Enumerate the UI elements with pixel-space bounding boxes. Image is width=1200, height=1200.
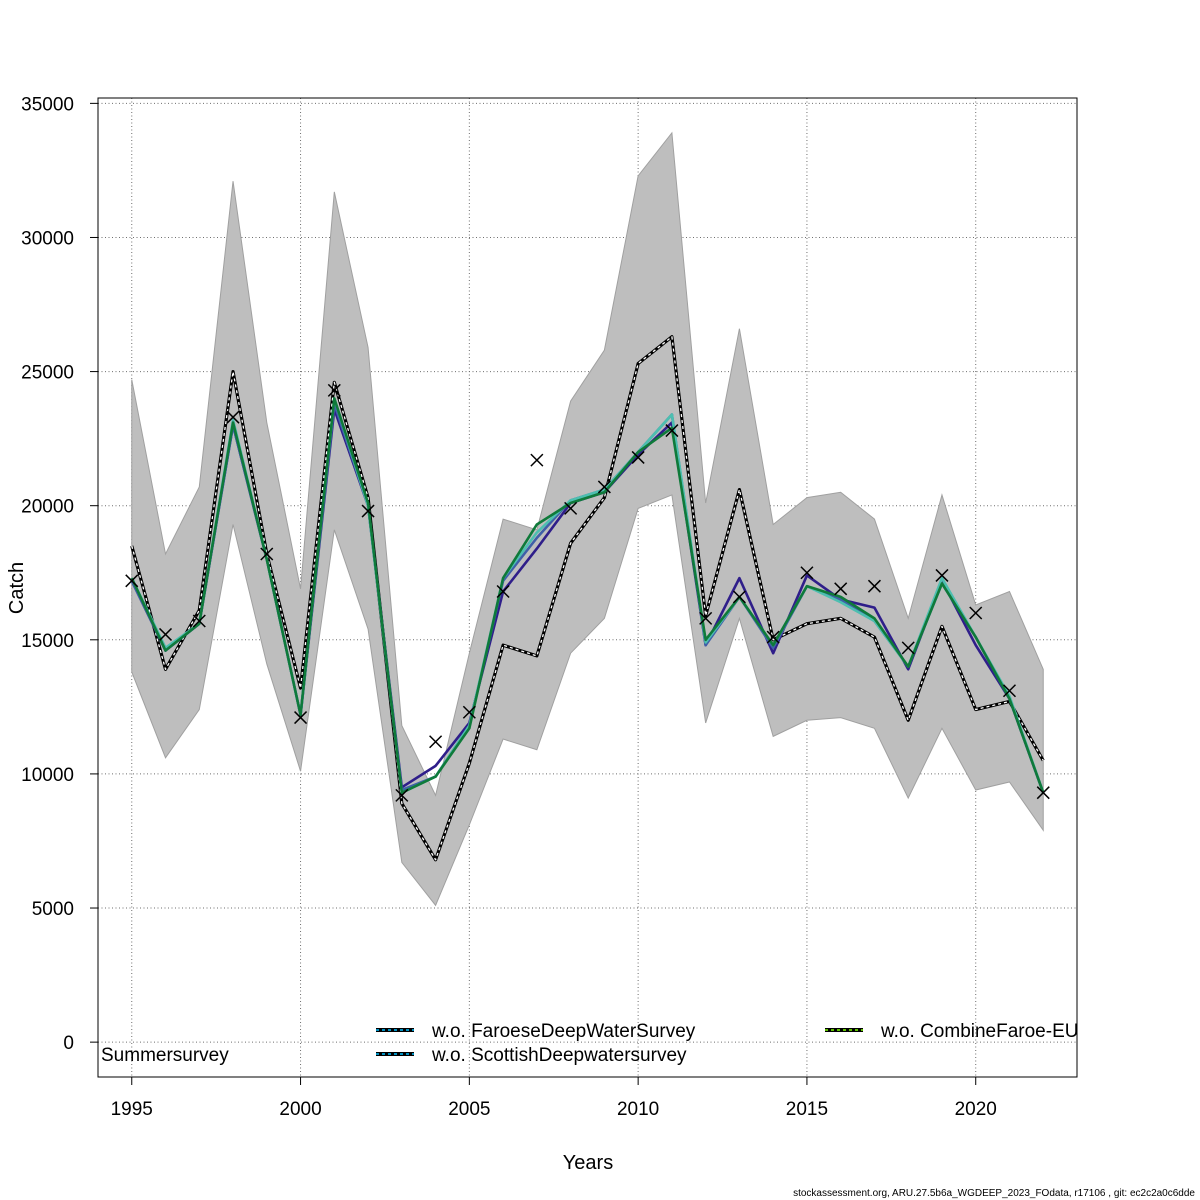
plot-frame	[97, 97, 1078, 1078]
x-tick-label-4: 2015	[786, 1099, 828, 1120]
observation-point-3	[226, 410, 240, 424]
x-tick-label-1: 2000	[279, 1099, 321, 1120]
observation-stroke-b-9	[429, 735, 443, 749]
observation-stroke-b-26	[1002, 684, 1017, 698]
observation-point-7	[361, 504, 375, 518]
observation-stroke-b-11	[496, 584, 510, 599]
observation-stroke-b-8	[395, 788, 409, 802]
footer-credit: stockassessment.org, ARU.27.5b6a_WGDEEP_…	[793, 1188, 1195, 1199]
observation-stroke-b-2	[192, 614, 206, 628]
annotation-label: Summersurvey	[101, 1045, 229, 1066]
observation-point-16	[665, 424, 679, 438]
observation-point-1	[158, 627, 173, 641]
observation-stroke-b-17	[699, 611, 713, 625]
observation-point-14	[597, 480, 611, 494]
observation-point-13	[564, 501, 578, 515]
observation-stroke-b-16	[665, 424, 679, 438]
observation-stroke-b-3	[226, 410, 240, 424]
observation-stroke-b-25	[969, 606, 983, 620]
observation-stroke-b-22	[867, 579, 881, 593]
observation-point-17	[699, 611, 713, 625]
legend-label-combine: w.o. CombineFaroe-EU	[880, 1021, 1078, 1042]
legend-label-scottish: w.o. ScottishDeepwatersurvey	[431, 1045, 687, 1066]
observation-point-19	[766, 630, 780, 644]
series-line-4	[130, 397, 1045, 794]
observation-point-6	[327, 383, 341, 397]
y-tick-label-1: 5000	[32, 899, 74, 920]
x-tick-label-2: 2005	[448, 1099, 490, 1120]
legend-item-combine: w.o. CombineFaroe-EU	[825, 1021, 1078, 1042]
legend-item-faroese: w.o. FaroeseDeepWaterSurvey	[376, 1021, 696, 1042]
y-tick-label-6: 30000	[21, 228, 74, 249]
observation-point-12	[530, 453, 544, 467]
series-layer	[130, 335, 1045, 862]
x-axis: 1995 2000 2005 2010 2015 2020	[111, 1077, 997, 1120]
observation-stroke-b-14	[597, 480, 611, 494]
observation-point-22	[867, 579, 881, 593]
observation-point-27	[1036, 786, 1050, 800]
observation-stroke-b-7	[361, 504, 375, 518]
observation-stroke-b-6	[327, 383, 341, 397]
observation-stroke-b-21	[834, 582, 848, 596]
observation-stroke-b-0	[125, 574, 139, 588]
series-line-0-dash	[131, 336, 1044, 861]
observation-stroke-b-19	[766, 630, 780, 644]
x-tick-label-3: 2010	[617, 1099, 659, 1120]
observation-point-26	[1002, 684, 1017, 698]
observation-point-24	[935, 568, 949, 582]
observation-stroke-b-18	[732, 590, 746, 604]
observation-stroke-b-1	[158, 627, 173, 641]
observation-stroke-b-12	[530, 453, 544, 467]
y-tick-label-2: 10000	[21, 765, 74, 786]
observation-point-2	[192, 614, 206, 628]
observation-point-5	[294, 711, 308, 725]
legend-label-faroese: w.o. FaroeseDeepWaterSurvey	[431, 1021, 696, 1042]
observation-layer	[125, 383, 1050, 802]
y-axis-title: Catch	[6, 562, 28, 614]
y-axis: 0 5000 10000 15000 20000 25000 30000 35000	[21, 94, 98, 1054]
observation-stroke-b-13	[564, 501, 578, 515]
observation-point-25	[969, 606, 983, 620]
observation-point-23	[901, 641, 915, 655]
observation-stroke-b-20	[800, 566, 814, 580]
observation-point-8	[395, 788, 409, 802]
y-tick-label-4: 20000	[21, 497, 74, 518]
observation-point-9	[429, 735, 443, 749]
observation-stroke-b-24	[935, 568, 949, 582]
legend-item-scottish: w.o. ScottishDeepwatersurvey	[376, 1045, 687, 1066]
legend: w.o. FaroeseDeepWaterSurvey w.o. Scottis…	[376, 1021, 1078, 1066]
x-tick-label-0: 1995	[111, 1099, 153, 1120]
x-tick-label-5: 2020	[955, 1099, 997, 1120]
observation-point-20	[800, 566, 814, 580]
observation-point-15	[631, 450, 645, 464]
observation-stroke-b-5	[294, 711, 308, 725]
observation-stroke-b-15	[631, 450, 645, 464]
observation-stroke-b-4	[260, 547, 274, 561]
y-tick-label-0: 0	[63, 1033, 74, 1054]
observation-point-18	[732, 590, 746, 604]
y-tick-label-3: 15000	[21, 631, 74, 652]
observation-point-10	[462, 705, 476, 719]
y-tick-label-7: 35000	[21, 94, 74, 115]
x-axis-title: Years	[563, 1152, 613, 1174]
observation-stroke-b-23	[901, 641, 915, 655]
observation-stroke-b-27	[1036, 786, 1050, 800]
observation-point-4	[260, 547, 274, 561]
observation-point-11	[496, 584, 510, 599]
y-tick-label-5: 25000	[21, 363, 74, 384]
observation-point-21	[834, 582, 848, 596]
observation-stroke-b-10	[462, 705, 476, 719]
observation-point-0	[125, 574, 139, 588]
